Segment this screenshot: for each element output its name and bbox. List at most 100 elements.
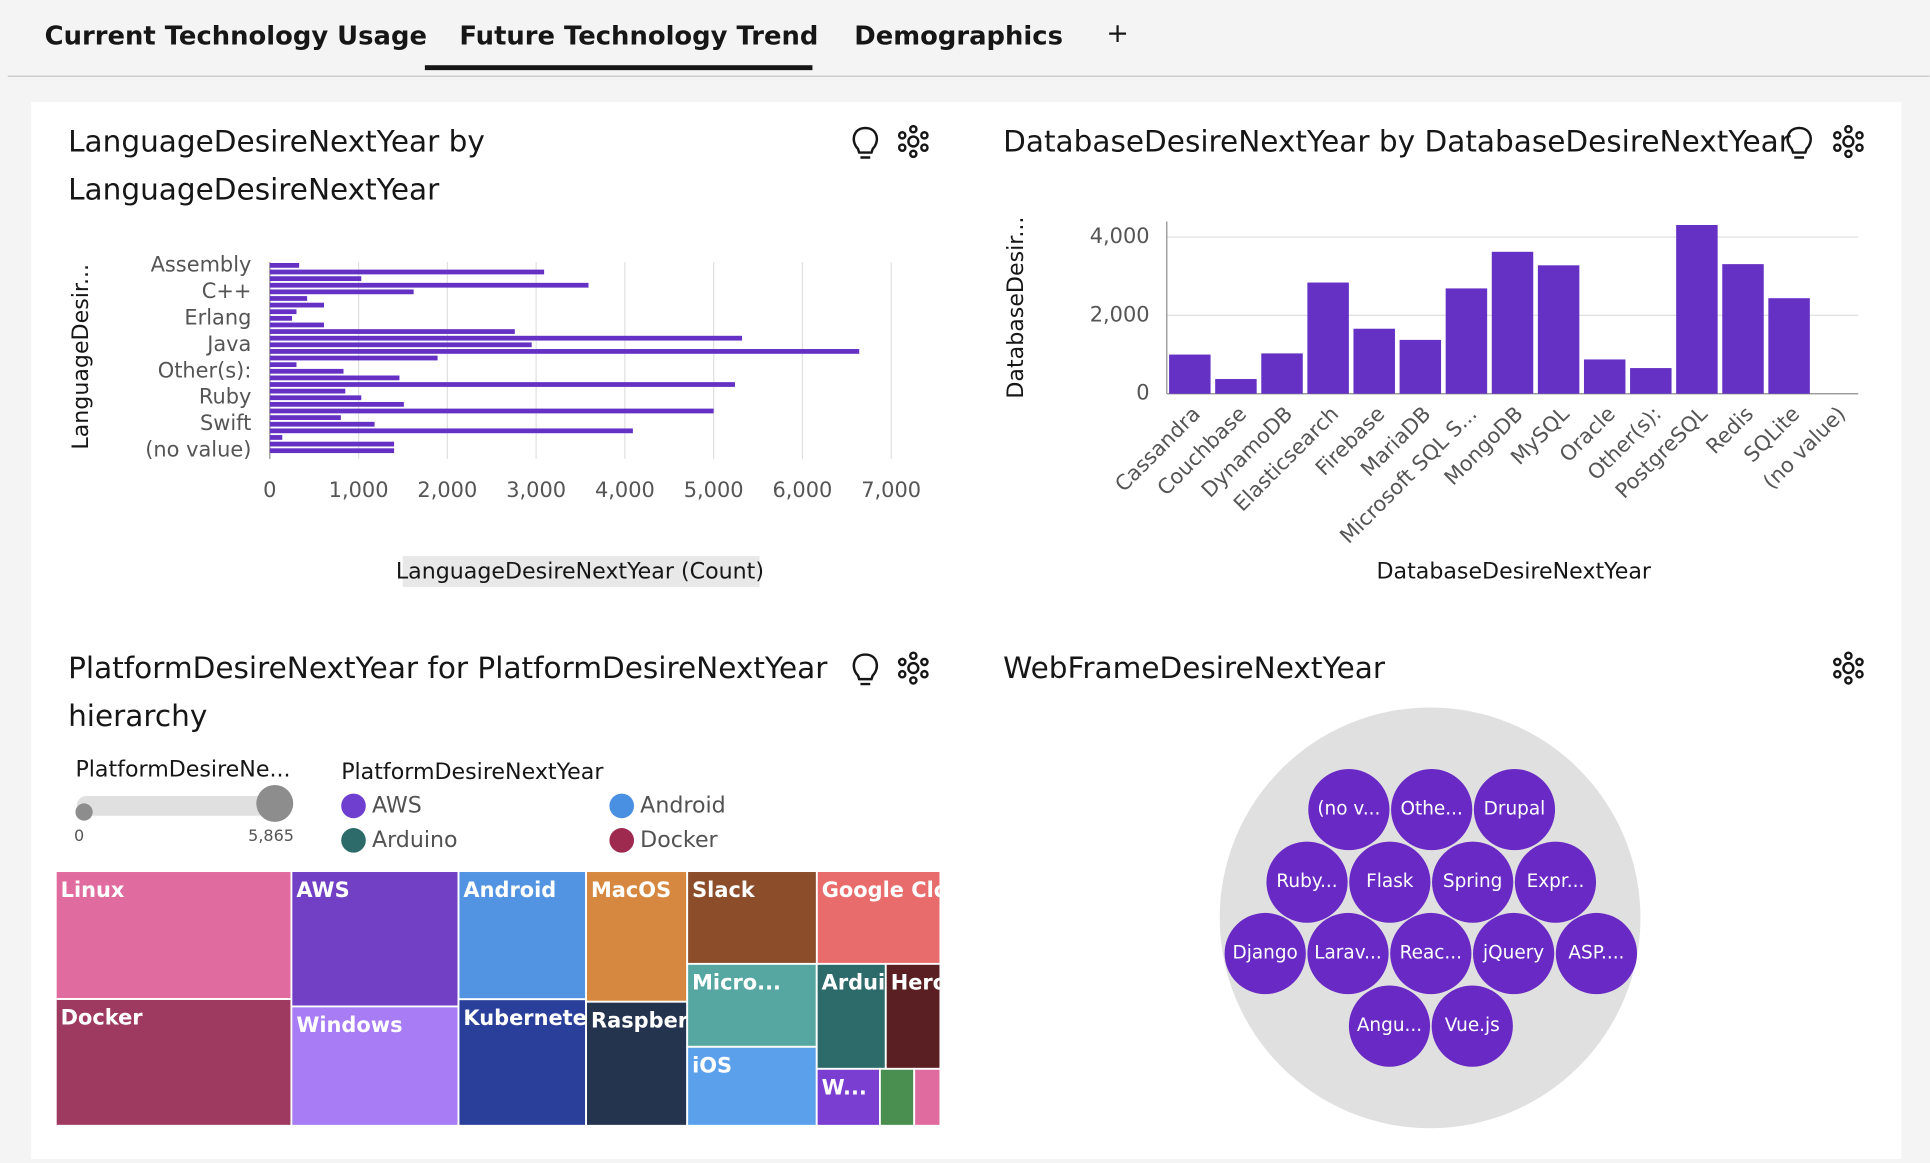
title-box: PlatformDesireNextYear for PlatformDesir…	[68, 650, 828, 734]
bar	[269, 269, 545, 275]
icon-bulb[interactable]	[852, 653, 879, 686]
bubble	[1555, 912, 1638, 995]
icon-settings[interactable]	[1833, 124, 1864, 159]
bubble	[1514, 841, 1597, 923]
y-tick-label: Swift	[200, 411, 251, 435]
icon-settings[interactable]	[1833, 651, 1864, 685]
bar	[269, 415, 341, 420]
add-tab[interactable]: +	[1106, 18, 1129, 49]
bar	[269, 342, 532, 348]
bubble-label: Othe...	[1400, 799, 1462, 820]
icon-settings[interactable]	[897, 651, 929, 685]
bubble	[1391, 768, 1473, 851]
tile-label: Kubernetes	[463, 1006, 599, 1030]
bar	[1399, 339, 1442, 394]
axis-title-highlight	[402, 556, 760, 587]
legend-swatch	[341, 828, 366, 853]
x-tick-label: 7,000	[861, 478, 921, 502]
bubble	[1307, 912, 1389, 995]
bar	[1169, 354, 1211, 394]
title-box: WebFrameDesireNextYear	[1003, 650, 1385, 686]
bar	[269, 448, 395, 454]
bar	[1537, 265, 1580, 394]
x-tick-label: 2,000	[417, 478, 477, 502]
icon-bulb[interactable]	[852, 126, 879, 159]
treemap-tile	[878, 1067, 916, 1127]
bubble-label: Django	[1233, 943, 1298, 964]
bar	[1768, 298, 1810, 394]
bar	[269, 282, 589, 288]
y-tick-label: 0	[1136, 381, 1149, 405]
bar	[269, 315, 293, 321]
bar	[269, 302, 324, 308]
y-axis-title: LanguageDesir...	[68, 264, 94, 450]
bar	[1583, 359, 1626, 394]
tile-label: Linux	[61, 878, 125, 902]
x-axis-title: DatabaseDesireNextYear	[1376, 559, 1651, 585]
bar	[269, 276, 362, 281]
y-tick-label: (no value)	[145, 438, 251, 462]
bar	[269, 349, 860, 354]
treemap-tile	[54, 998, 293, 1127]
bar	[1353, 328, 1395, 394]
bar	[269, 375, 400, 381]
bar	[1261, 353, 1303, 394]
y-axis-title: DatabaseDesir...	[1003, 217, 1029, 399]
bubble	[1473, 912, 1555, 995]
treemap-tile	[686, 962, 818, 1048]
bar	[1491, 251, 1534, 394]
icon-settings[interactable]	[897, 124, 929, 159]
bubble-label: Reac...	[1400, 943, 1462, 964]
tab[interactable]: Future Technology Trend	[459, 21, 818, 51]
legend-title: PlatformDesireNextYear	[341, 759, 604, 785]
tile-label: iOS	[692, 1053, 732, 1077]
bar	[269, 262, 300, 268]
title-box: DatabaseDesireNextYear by DatabaseDesire…	[1003, 124, 1791, 159]
bubble	[1266, 841, 1348, 923]
y-tick-label: Ruby	[199, 385, 251, 409]
y-tick-label: C++	[202, 279, 252, 303]
legend-swatch	[341, 793, 366, 819]
bar	[269, 289, 414, 295]
bubble-label: jQuery	[1482, 943, 1544, 964]
bar	[269, 355, 438, 361]
bubble	[1431, 985, 1513, 1067]
bar	[269, 395, 362, 401]
y-tick-label: 2,000	[1090, 302, 1150, 326]
x-tick-label: 4,000	[595, 478, 655, 502]
chart-title: DatabaseDesireNextYear by DatabaseDesire…	[1003, 124, 1791, 159]
x-axis-title: LanguageDesireNextYear (Count)	[396, 559, 764, 585]
chart-title: PlatformDesireNextYear for PlatformDesir…	[68, 650, 828, 734]
treemap-tile	[686, 870, 818, 965]
slider-value: 0	[74, 826, 84, 845]
legend-label: Android	[640, 792, 726, 818]
tile-label: Heroku	[891, 971, 976, 995]
legend-swatch	[609, 828, 635, 853]
bar	[269, 368, 344, 374]
treemap-tile	[54, 870, 293, 1000]
tile-label: Slack	[692, 878, 756, 902]
bubble	[1390, 912, 1472, 995]
x-tick-label: 0	[263, 478, 276, 502]
bubble-label: Angu...	[1357, 1015, 1422, 1036]
tab[interactable]: Demographics	[854, 21, 1063, 51]
bar	[269, 296, 308, 301]
icon-bulb[interactable]	[1786, 126, 1812, 159]
bar	[269, 421, 375, 427]
bar	[1445, 288, 1488, 394]
tile-label: Android	[463, 878, 556, 902]
bubble-label: Flask	[1366, 871, 1414, 892]
active-tab-underline	[424, 65, 813, 71]
bar	[269, 329, 515, 334]
slider-handle-min	[75, 803, 93, 821]
tab[interactable]: Current Technology Usage	[45, 21, 427, 51]
tile-label: Micro...	[692, 971, 781, 995]
bubble	[1224, 912, 1306, 995]
bubble-label: Drupal	[1484, 799, 1546, 820]
bubble	[1349, 841, 1431, 923]
bar	[269, 309, 297, 315]
chart-title: WebFrameDesireNextYear	[1003, 650, 1385, 686]
y-tick-label: Java	[205, 332, 251, 356]
tile-label: AWS	[296, 878, 349, 902]
bubble-label: Vue.js	[1445, 1015, 1500, 1036]
